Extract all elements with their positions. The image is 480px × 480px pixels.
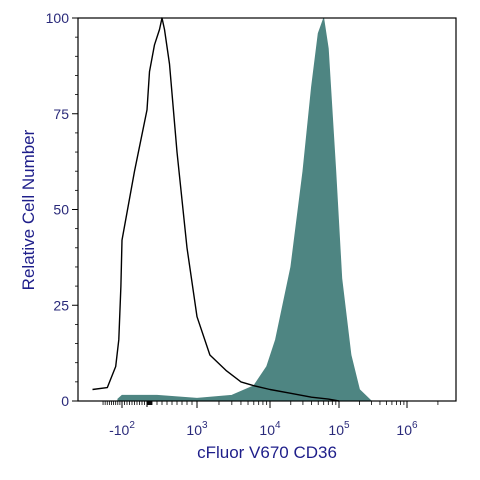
x-tick-label: -102 bbox=[109, 420, 135, 438]
y-tick-label: 100 bbox=[46, 10, 70, 26]
y-tick-label: 75 bbox=[53, 106, 69, 122]
plot-frame bbox=[77, 17, 457, 402]
y-axis-title: Relative Cell Number bbox=[19, 129, 38, 290]
control-histogram-outline bbox=[92, 17, 340, 402]
stained-histogram-fill bbox=[117, 17, 373, 402]
x-axis-title: cFluor V670 CD36 bbox=[197, 443, 337, 462]
y-tick-label: 25 bbox=[53, 297, 69, 313]
x-tick-label: 106 bbox=[396, 420, 418, 438]
y-tick-label: 50 bbox=[53, 202, 69, 218]
x-tick-label: 105 bbox=[328, 420, 350, 438]
x-tick-label: 103 bbox=[186, 420, 208, 438]
x-tick-label: 104 bbox=[259, 420, 281, 438]
y-tick-label: 0 bbox=[61, 393, 69, 409]
